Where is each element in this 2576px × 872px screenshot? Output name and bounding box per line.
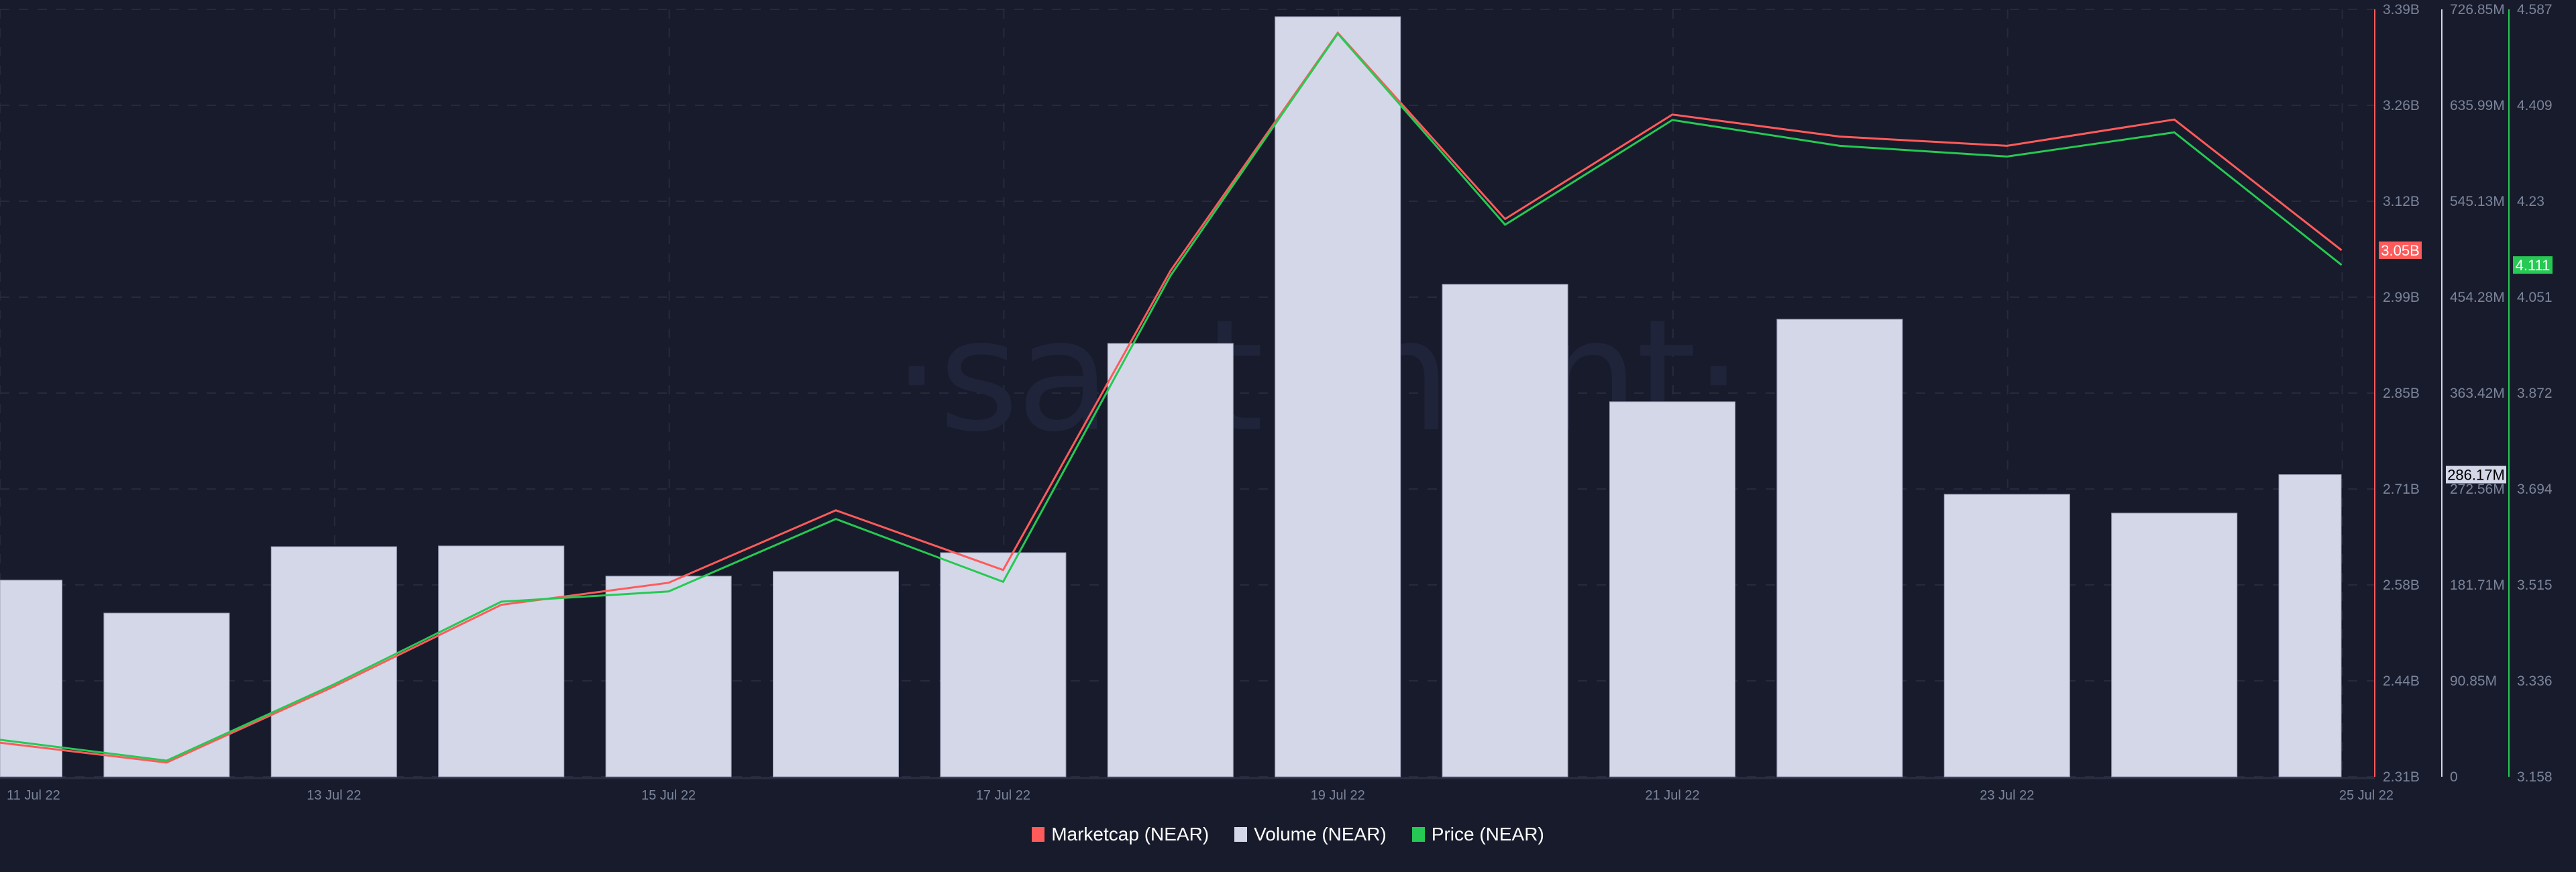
volume-bar[interactable] — [2278, 474, 2342, 777]
badge-background — [2379, 241, 2422, 260]
series-lines — [0, 31, 2343, 764]
legend-label: Price (NEAR) — [1431, 824, 1544, 844]
badge-value: 4.111 — [2516, 257, 2551, 274]
x-axis: 11 Jul 22 13 Jul 22 15 Jul 22 17 Jul 22 19 J… — [7, 788, 2394, 803]
price-axis-tick-label: 4.409 — [2517, 98, 2553, 113]
badge-value: 3.05B — [2381, 242, 2420, 259]
marketcap-axis-tick-label: 3.26B — [2383, 98, 2420, 113]
marketcap-axis-tick-label: 2.85B — [2383, 386, 2420, 401]
legend-label: Marketcap (NEAR) — [1051, 824, 1210, 844]
price-axis-tick-label: 4.051 — [2517, 290, 2553, 305]
volume-bar[interactable] — [1275, 16, 1401, 777]
price-axis-tick-label: 3.515 — [2517, 578, 2553, 593]
volume-axis-tick-label: 635.99M — [2450, 98, 2505, 113]
volume-bar[interactable] — [438, 545, 565, 777]
x-axis-date-label: 17 Jul 22 — [976, 788, 1030, 803]
volume-swatch-icon — [1234, 827, 1248, 842]
volume-bar[interactable] — [2111, 512, 2238, 777]
volume-axis-tick-label: 363.42M — [2450, 386, 2505, 401]
x-axis-date-label: 15 Jul 22 — [641, 788, 696, 803]
price-last-value-badge: 4.111 — [2513, 256, 2553, 274]
x-axis-date-label: 11 Jul 22 — [7, 788, 60, 803]
legend-item-price[interactable]: Price (NEAR) — [1411, 824, 1544, 845]
volume-axis-tick-label: 272.56M — [2450, 482, 2505, 497]
badge-background — [2446, 466, 2506, 484]
price-line[interactable] — [0, 32, 2343, 762]
volume-bar[interactable] — [1609, 401, 1735, 777]
marketcap-axis-tick-label: 3.39B — [2383, 2, 2420, 17]
price-axis-tick-label: 4.23 — [2517, 194, 2544, 209]
volume-bar[interactable] — [1107, 343, 1234, 777]
legend-item-marketcap[interactable]: Marketcap (NEAR) — [1032, 824, 1209, 845]
volume-axis-tick-label: 545.13M — [2450, 194, 2505, 209]
volume-bars — [0, 16, 2342, 777]
volume-axis-tick-label: 454.28M — [2450, 290, 2505, 305]
marketcap-swatch-icon — [1032, 827, 1045, 842]
price-axis-tick-label: 3.158 — [2517, 769, 2553, 785]
price-axis-tick-label: 3.694 — [2517, 482, 2553, 497]
marketcap-axis-tick-label: 2.31B — [2383, 769, 2420, 785]
marketcap-axis-tick-label: 2.44B — [2383, 673, 2420, 689]
x-axis-date-label: 21 Jul 22 — [1645, 788, 1699, 803]
volume-axis-tick-label: 726.85M — [2450, 2, 2505, 17]
marketcap-axis-tick-label: 3.12B — [2383, 194, 2420, 209]
volume-bar[interactable] — [103, 612, 230, 777]
legend-item-volume[interactable]: Volume (NEAR) — [1234, 824, 1387, 845]
volume-axis-tick-label: 0 — [2450, 769, 2458, 785]
x-axis-date-label: 19 Jul 22 — [1311, 788, 1365, 803]
marketcap-axis-tick-label: 2.58B — [2383, 578, 2420, 593]
y-axes: 3.39B 3.26B 3.12B 2.99B 2.85B 2.71B 2.58B 2.44B… — [2374, 2, 2553, 785]
badge-value: 286.17M — [2447, 467, 2505, 484]
volume-bar[interactable] — [1943, 494, 2070, 777]
marketcap-last-value-badge: 3.05B — [2379, 241, 2422, 260]
badge-background — [2513, 256, 2553, 274]
x-axis-date-label: 23 Jul 22 — [1980, 788, 2034, 803]
marketcap-axis-tick-label: 2.71B — [2383, 482, 2420, 497]
price-swatch-icon — [1411, 827, 1425, 842]
marketcap-axis-tick-label: 2.99B — [2383, 290, 2420, 305]
chart-legend: Marketcap (NEAR) Volume (NEAR) Price (NE… — [0, 824, 2576, 845]
last-value-badges: 3.05B 286.17M 4.111 — [2379, 241, 2553, 484]
x-axis-date-label: 13 Jul 22 — [307, 788, 361, 803]
legend-label: Volume (NEAR) — [1254, 824, 1387, 844]
volume-bar[interactable] — [270, 546, 397, 777]
volume-bar[interactable] — [1776, 319, 1903, 777]
price-axis-tick-label: 4.587 — [2517, 2, 2553, 17]
volume-bar[interactable] — [1442, 284, 1568, 777]
volume-bar[interactable] — [940, 552, 1067, 777]
x-axis-date-label: 25 Jul 22 — [2339, 788, 2394, 803]
volume-axis-tick-label: 181.71M — [2450, 578, 2505, 593]
volume-last-value-badge: 286.17M — [2446, 466, 2506, 484]
price-axis-tick-label: 3.336 — [2517, 673, 2553, 689]
volume-bar[interactable] — [605, 576, 732, 777]
price-axis-tick-label: 3.872 — [2517, 386, 2553, 401]
marketcap-line[interactable] — [0, 31, 2343, 764]
volume-axis-tick-label: 90.85M — [2450, 673, 2497, 689]
volume-bar[interactable] — [773, 571, 899, 777]
